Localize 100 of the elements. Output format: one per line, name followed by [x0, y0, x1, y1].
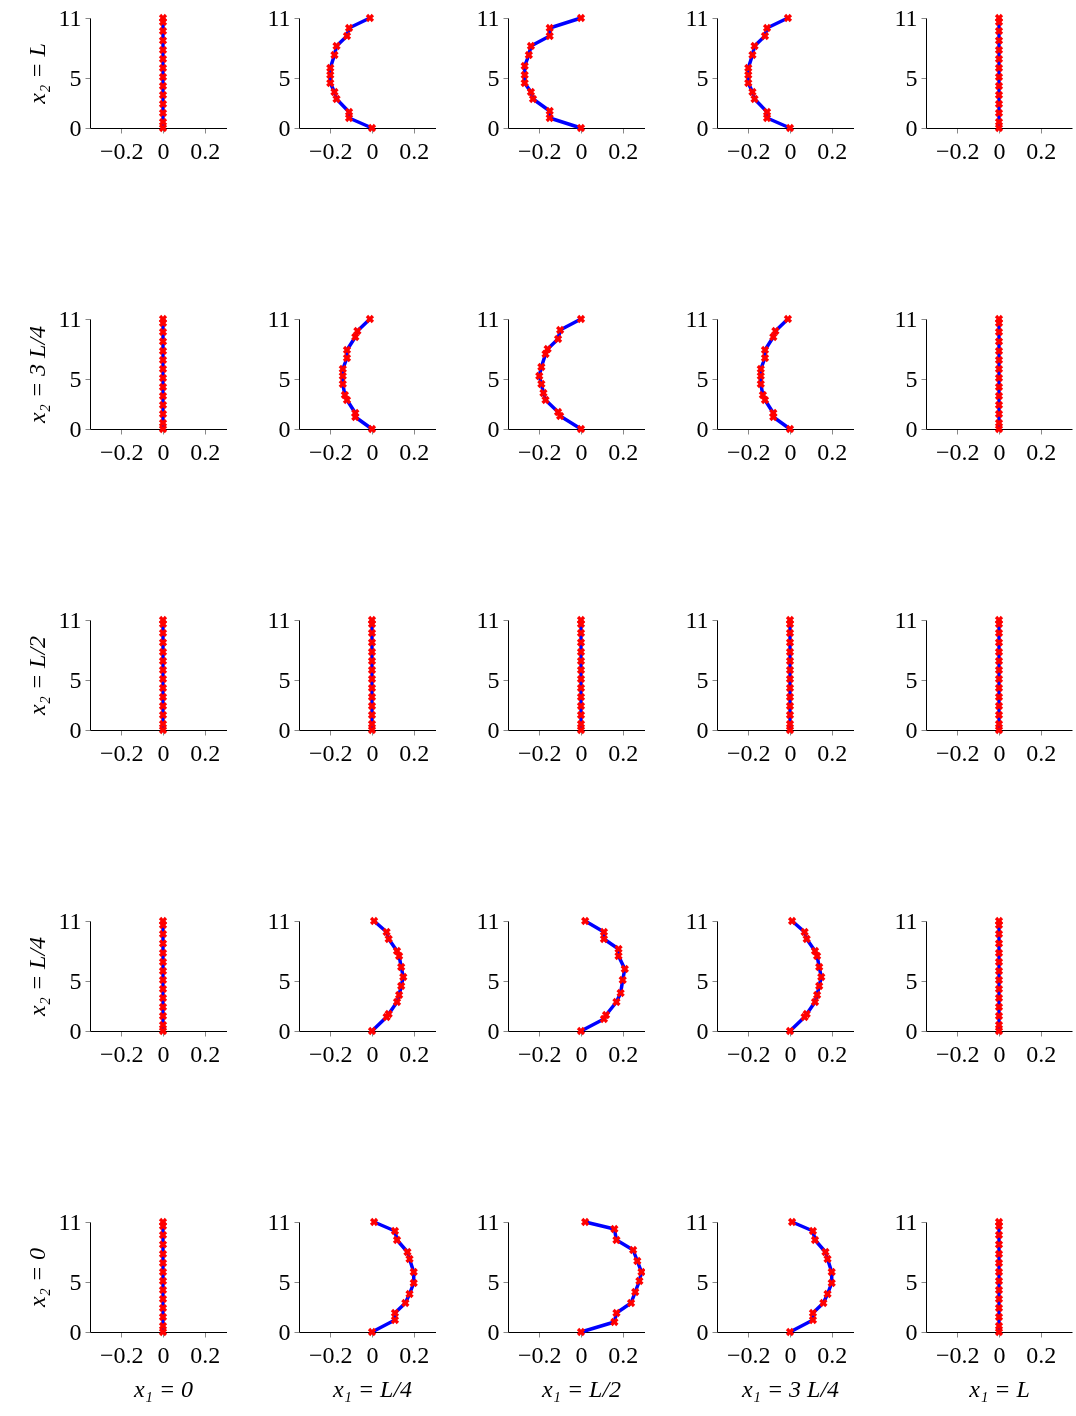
point — [392, 997, 402, 1007]
point — [576, 692, 586, 702]
point — [553, 334, 563, 344]
point — [576, 665, 586, 675]
point — [785, 710, 795, 720]
point — [576, 683, 586, 693]
x-tick-label: 0.2 — [190, 1040, 221, 1067]
point — [620, 964, 629, 974]
x-tick-label: −0.2 — [309, 1341, 353, 1368]
point — [369, 916, 379, 926]
point — [610, 1224, 619, 1234]
x-tick-label: 0.2 — [608, 438, 639, 465]
x-tick-label: 0.2 — [190, 137, 221, 164]
point — [158, 63, 168, 73]
point — [158, 90, 168, 100]
point — [545, 31, 554, 41]
point — [994, 63, 1004, 73]
point — [342, 353, 352, 363]
point — [994, 1312, 1004, 1322]
point — [158, 984, 168, 994]
x-tick-label: 0 — [366, 1341, 379, 1368]
x-tick-label: −0.2 — [309, 739, 353, 766]
x-tick-label: 0 — [157, 1040, 170, 1067]
y-tick-label: 5 — [278, 666, 291, 693]
point — [326, 70, 335, 80]
x-tick-label: 0 — [993, 438, 1006, 465]
x-tick-label: 0 — [366, 1040, 379, 1067]
y-tick-label: 0 — [905, 1318, 918, 1345]
point — [994, 400, 1004, 410]
point — [535, 371, 544, 381]
point — [401, 1298, 410, 1308]
y-tick-label: 5 — [69, 967, 82, 994]
point — [783, 314, 793, 324]
point — [545, 23, 554, 33]
point — [994, 13, 1004, 23]
point — [994, 975, 1004, 985]
point — [338, 379, 347, 389]
point — [537, 379, 546, 389]
x-tick-label: −0.2 — [518, 1341, 562, 1368]
point — [524, 50, 533, 60]
point — [994, 314, 1004, 324]
point — [785, 701, 795, 711]
point — [994, 628, 1004, 638]
y-tick-label: 5 — [69, 64, 82, 91]
x-tick-label: −0.2 — [936, 137, 980, 164]
x-tick-label: 0.2 — [817, 438, 848, 465]
y-tick-label: 5 — [487, 365, 500, 392]
y-tick-label: 0 — [278, 1318, 291, 1345]
point — [994, 364, 1004, 374]
point — [762, 23, 772, 33]
point — [367, 701, 377, 711]
point — [392, 1235, 402, 1245]
point — [390, 1308, 400, 1318]
y-tick-label: 5 — [696, 666, 709, 693]
x-tick-label: −0.2 — [100, 137, 144, 164]
x-tick-label: 0 — [366, 137, 379, 164]
point — [994, 81, 1004, 91]
y-tick-label: 0 — [696, 415, 709, 442]
point — [392, 946, 402, 956]
point — [783, 13, 793, 23]
x-tick-label: −0.2 — [727, 137, 771, 164]
point — [158, 1258, 168, 1268]
y-tick-label: 0 — [905, 415, 918, 442]
point — [994, 710, 1004, 720]
point — [994, 373, 1004, 383]
x-axis-title: x₁ = 0 — [132, 1375, 194, 1402]
x-tick-label: −0.2 — [518, 438, 562, 465]
x-tick-label: 0 — [993, 1341, 1006, 1368]
x-tick-label: −0.2 — [518, 1040, 562, 1067]
point — [158, 364, 168, 374]
point — [158, 72, 168, 82]
x-tick-label: −0.2 — [936, 438, 980, 465]
x-tick-label: 0.2 — [817, 739, 848, 766]
x-tick-label: −0.2 — [727, 1040, 771, 1067]
x-tick-label: −0.2 — [309, 438, 353, 465]
x-tick-label: 0.2 — [399, 1341, 430, 1368]
point — [367, 656, 377, 666]
point — [994, 615, 1004, 625]
x-tick-label: 0.2 — [399, 1040, 430, 1067]
point — [810, 1235, 820, 1245]
y-tick-label: 11 — [894, 606, 918, 633]
point — [158, 1285, 168, 1295]
y-tick-label: 5 — [696, 967, 709, 994]
x-tick-label: 0 — [575, 1040, 588, 1067]
point — [158, 993, 168, 1003]
y-tick-label: 5 — [905, 64, 918, 91]
point — [576, 314, 586, 324]
point — [994, 966, 1004, 976]
point — [158, 81, 168, 91]
point — [744, 78, 753, 88]
point — [158, 108, 168, 118]
point — [994, 72, 1004, 82]
point — [994, 1276, 1004, 1286]
y-tick-label: 0 — [696, 1017, 709, 1044]
point — [616, 988, 625, 998]
point — [994, 327, 1004, 337]
point — [744, 70, 753, 80]
x-tick-label: 0 — [575, 739, 588, 766]
point — [158, 400, 168, 410]
y-tick-label: 11 — [58, 305, 82, 332]
